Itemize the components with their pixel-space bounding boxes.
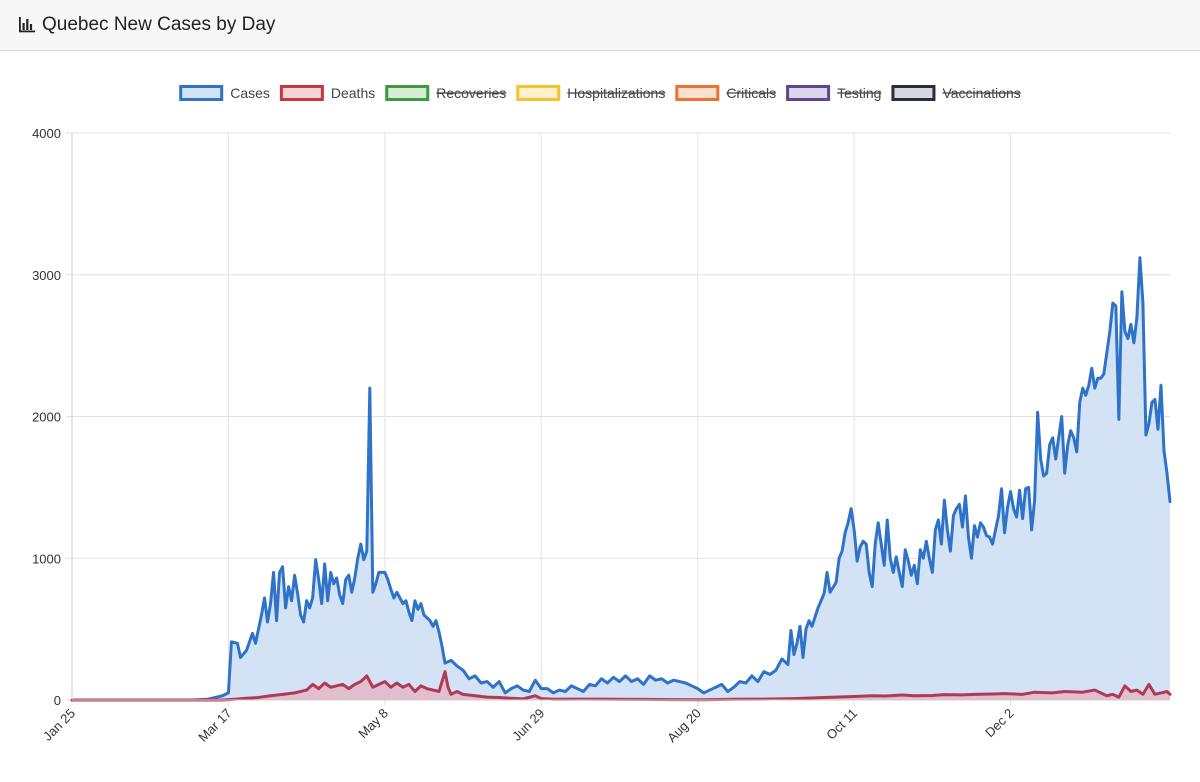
page-title: Quebec New Cases by Day — [42, 14, 276, 35]
series-line-cases — [70, 256, 1172, 702]
legend-item-vaccinations[interactable]: Vaccinations — [891, 85, 1021, 101]
y-tick-label: 3000 — [32, 268, 61, 283]
x-tick-label: Mar 17 — [195, 706, 234, 745]
x-tick-label: Dec 2 — [982, 706, 1017, 741]
legend-label: Deaths — [331, 85, 375, 101]
x-tick-label: Jan 25 — [40, 706, 78, 744]
x-tick-label: Oct 11 — [823, 706, 860, 743]
x-tick-label: Aug 20 — [664, 706, 704, 746]
legend-swatch — [179, 85, 224, 101]
series-area-deaths — [72, 671, 1170, 700]
y-tick-label: 4000 — [32, 126, 61, 141]
y-tick-label: 2000 — [32, 410, 61, 425]
series-area-cases — [72, 257, 1170, 700]
y-tick-label: 0 — [54, 693, 61, 708]
series-line-deaths — [70, 670, 1172, 702]
x-tick-label: Jun 29 — [509, 706, 547, 744]
legend-swatch — [891, 85, 936, 101]
legend-item-testing[interactable]: Testing — [786, 85, 882, 101]
page-header: Quebec New Cases by Day — [0, 0, 1200, 51]
legend-swatch — [279, 85, 324, 101]
legend-item-deaths[interactable]: Deaths — [279, 85, 375, 101]
legend-swatch — [675, 85, 720, 101]
legend-item-recoveries[interactable]: Recoveries — [385, 85, 507, 101]
legend-label: Cases — [230, 85, 270, 101]
legend-swatch — [385, 85, 430, 101]
legend-swatch — [786, 85, 831, 101]
chart-series — [70, 256, 1172, 702]
chart-legend: Cases Deaths Recoveries Hospitalizations Cri… — [179, 85, 1021, 101]
bar-chart-icon — [19, 17, 35, 33]
y-tick-label: 1000 — [32, 551, 61, 566]
legend-item-criticals[interactable]: Criticals — [675, 85, 776, 101]
cases-chart: Cases Deaths Recoveries Hospitalizations Cri… — [32, 85, 1172, 746]
legend-item-cases[interactable]: Cases — [179, 85, 270, 101]
legend-item-hospitalizations[interactable]: Hospitalizations — [516, 85, 666, 101]
legend-swatch — [516, 85, 561, 101]
x-tick-label: May 8 — [355, 706, 391, 742]
